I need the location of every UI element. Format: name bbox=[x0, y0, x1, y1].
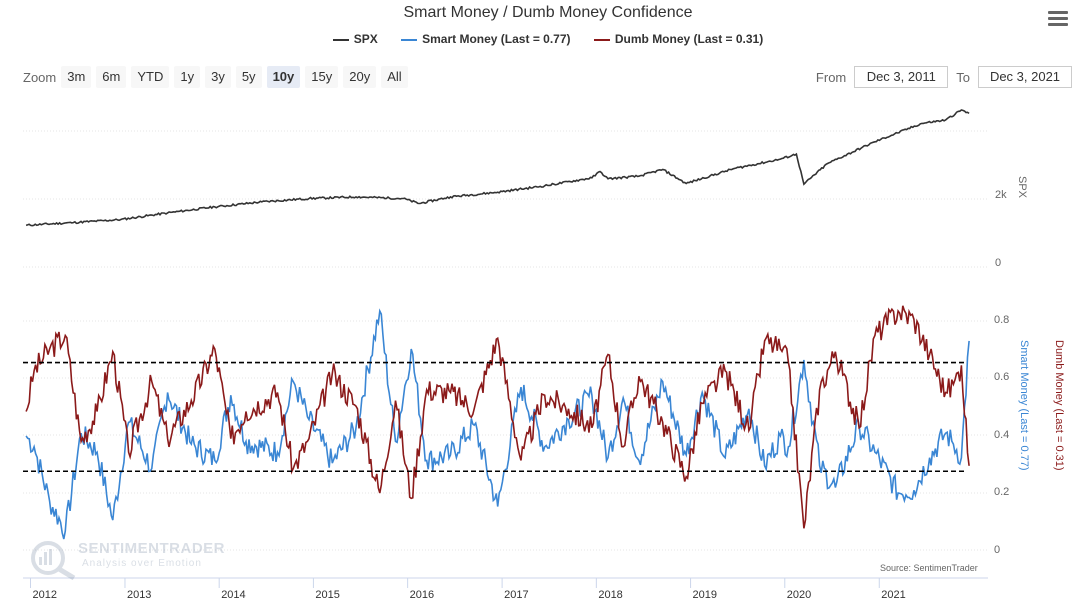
watermark-tagline: Analysis over Emotion bbox=[82, 558, 202, 569]
legend-label-dumb-money: Dumb Money (Last = 0.31) bbox=[614, 32, 764, 46]
chart-title: Smart Money / Dumb Money Confidence bbox=[403, 4, 693, 21]
gridlines bbox=[23, 130, 988, 551]
menu-bar bbox=[1048, 11, 1068, 14]
zoom-button-all[interactable]: All bbox=[381, 66, 408, 88]
x-tick-label: 2020 bbox=[787, 589, 811, 601]
menu-bar bbox=[1048, 17, 1068, 20]
zoom-label: Zoom bbox=[23, 69, 57, 85]
dumb-money-series-line bbox=[25, 305, 970, 529]
x-axis: 2012 2013 2014 2015 2016 2017 2018 2019 2020 2021 bbox=[23, 577, 988, 601]
watermark-logo-icon bbox=[31, 541, 76, 580]
conf-tick-label: 0.8 bbox=[994, 314, 1009, 326]
spx-tick-label: 2k bbox=[995, 189, 1007, 201]
zoom-button-5y[interactable]: 5y bbox=[235, 66, 262, 88]
legend-swatch-spx bbox=[332, 38, 349, 41]
zoom-button-15y[interactable]: 15y bbox=[305, 66, 339, 88]
zoom-button-3y[interactable]: 3y bbox=[205, 66, 231, 88]
legend-item-spx[interactable]: SPX bbox=[332, 32, 378, 46]
axes-layer: 2k 0 SPX 0.8 0.6 0.4 0.2 0 Smart Money (… bbox=[994, 176, 1065, 556]
spx-axis-title: SPX bbox=[1016, 176, 1028, 199]
x-tick-label: 2014 bbox=[221, 589, 245, 601]
x-tick-label: 2016 bbox=[410, 589, 434, 601]
x-tick-label: 2012 bbox=[32, 589, 56, 601]
series-layer bbox=[23, 109, 970, 540]
x-tick-label: 2017 bbox=[504, 589, 528, 601]
from-date-input[interactable]: Dec 3, 2011 bbox=[854, 66, 949, 88]
smart-money-axis-title: Smart Money (Last = 0.77) bbox=[1018, 340, 1030, 471]
legend-label-smart-money: Smart Money (Last = 0.77) bbox=[422, 32, 571, 46]
source-credit: Source: SentimenTrader bbox=[880, 563, 978, 573]
from-label: From bbox=[815, 69, 847, 85]
legend-swatch-dumb-money bbox=[593, 38, 610, 41]
x-tick-label: 2015 bbox=[315, 589, 339, 601]
x-tick-label: 2013 bbox=[127, 589, 151, 601]
x-tick-label: 2021 bbox=[881, 589, 905, 601]
zoom-button-1y[interactable]: 1y bbox=[174, 66, 201, 88]
hamburger-menu-icon[interactable] bbox=[1046, 8, 1070, 28]
zoom-controls: Zoom 3m 6m YTD 1y 3y 5y 10y 15y 20y All bbox=[23, 66, 413, 88]
conf-tick-label: 0.4 bbox=[994, 429, 1009, 441]
zoom-button-20y[interactable]: 20y bbox=[343, 66, 377, 88]
legend-label-spx: SPX bbox=[353, 32, 378, 46]
x-tick-label: 2019 bbox=[693, 589, 717, 601]
menu-bar bbox=[1048, 23, 1068, 26]
spx-series-line bbox=[25, 109, 970, 227]
zoom-button-ytd[interactable]: YTD bbox=[131, 66, 170, 88]
conf-tick-label: 0.6 bbox=[994, 371, 1009, 383]
legend-swatch-smart-money bbox=[401, 38, 418, 41]
watermark-name: SENTIMENTRADER bbox=[78, 540, 226, 557]
to-date-input[interactable]: Dec 3, 2021 bbox=[978, 66, 1072, 88]
to-label: To bbox=[956, 69, 970, 85]
smart-money-series-line bbox=[25, 308, 970, 540]
zoom-button-6m[interactable]: 6m bbox=[96, 66, 127, 88]
conf-tick-label: 0.2 bbox=[994, 486, 1009, 498]
zoom-button-10y[interactable]: 10y bbox=[266, 66, 301, 88]
conf-tick-label: 0 bbox=[994, 544, 1000, 556]
date-range: From Dec 3, 2011 To Dec 3, 2021 bbox=[816, 66, 1072, 88]
spx-tick-label: 0 bbox=[995, 257, 1001, 269]
legend-item-dumb-money[interactable]: Dumb Money (Last = 0.31) bbox=[593, 32, 764, 46]
dumb-money-axis-title: Dumb Money (Last = 0.31) bbox=[1053, 340, 1065, 471]
legend: SPX Smart Money (Last = 0.77) Dumb Money… bbox=[0, 32, 1076, 46]
zoom-button-3m[interactable]: 3m bbox=[61, 66, 92, 88]
legend-item-smart-money[interactable]: Smart Money (Last = 0.77) bbox=[401, 32, 571, 46]
x-tick-label: 2018 bbox=[598, 589, 622, 601]
